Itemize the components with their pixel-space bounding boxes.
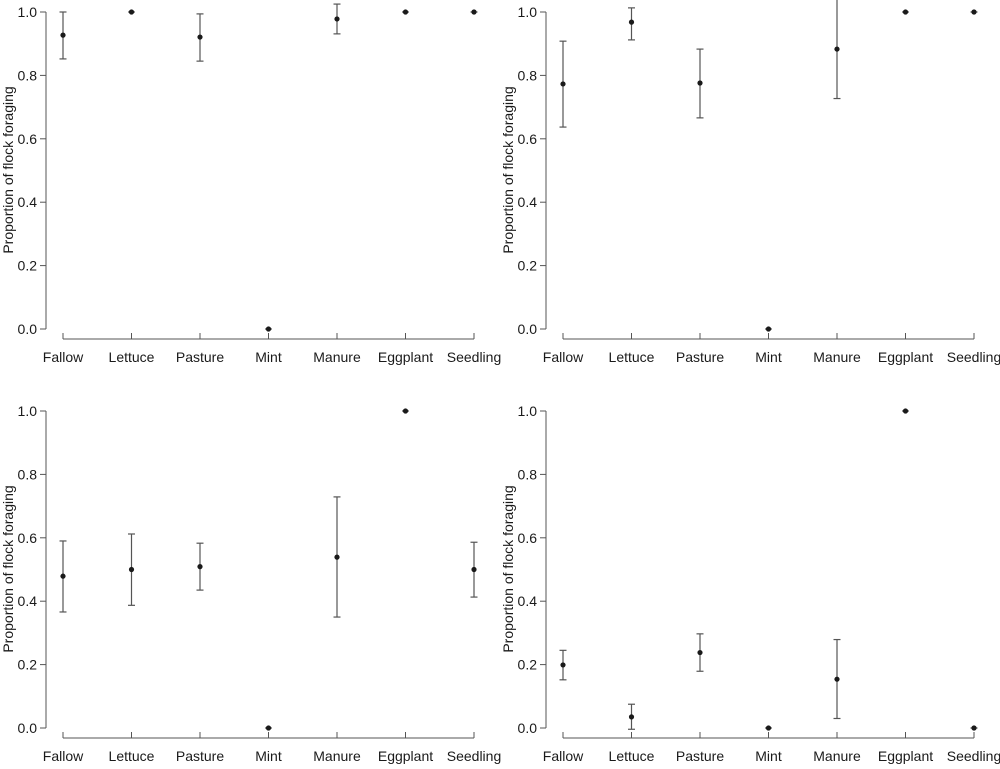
data-point-eggplant [402, 408, 409, 414]
y-tick-label: 0.8 [18, 466, 38, 482]
y-tick-label: 0.6 [18, 530, 38, 546]
x-tick-label: Mint [255, 349, 282, 365]
data-point-pasture [697, 649, 703, 656]
x-tick-label: Pasture [176, 748, 224, 764]
data-point-mint [265, 326, 272, 332]
panel-top-left: 0.0 0.2 0.4 0.6 0.8 1.0 Proportion of flock fo… [0, 3, 502, 365]
y-tick-label: 0.6 [18, 131, 38, 147]
data-point-fallow [560, 81, 566, 87]
y-tick-label: 0.0 [18, 720, 38, 736]
data-point-eggplant [902, 9, 909, 15]
x-tick-label: Seedling [947, 748, 1000, 764]
y-axis-label: Proportion of flock foraging [500, 86, 516, 253]
x-tick-label: Pasture [176, 349, 224, 365]
data-point-manure [834, 676, 840, 682]
y-tick-label: 0.8 [18, 67, 38, 83]
x-tick-label: Fallow [43, 349, 84, 365]
y-tick-label: 0.6 [518, 131, 538, 147]
data-point-fallow [560, 662, 566, 668]
data-point-eggplant [902, 408, 909, 414]
data-point-fallow [60, 573, 66, 579]
data-point-mint [765, 326, 772, 332]
y-tick-label: 0.0 [18, 321, 38, 337]
x-tick-label: Fallow [43, 748, 84, 764]
x-tick-label: Eggplant [878, 349, 933, 365]
x-tick-label: Fallow [543, 748, 584, 764]
y-tick-label: 1.0 [18, 403, 38, 419]
y-tick-label: 0.0 [518, 720, 538, 736]
y-tick-label: 0.4 [518, 593, 538, 609]
y-tick-label: 0.4 [18, 593, 38, 609]
y-tick-label: 0.2 [18, 258, 38, 274]
y-tick-label: 0.2 [518, 657, 538, 673]
panel-bottom-right: 0.0 0.2 0.4 0.6 0.8 1.0 Proportion of flock fo… [500, 403, 1000, 764]
x-tick-label: Manure [313, 349, 361, 365]
data-point-mint [265, 725, 272, 731]
data-point-manure [334, 554, 340, 560]
data-point-pasture [197, 34, 203, 40]
x-tick-label: Lettuce [109, 349, 155, 365]
x-tick-label: Mint [755, 748, 782, 764]
x-tick-label: Manure [813, 349, 861, 365]
data-point-manure [834, 46, 840, 52]
y-tick-label: 0.2 [18, 657, 38, 673]
x-tick-label: Pasture [676, 349, 724, 365]
data-point-seedling [971, 9, 977, 15]
data-point-manure [334, 16, 340, 22]
data-point-lettuce [628, 714, 635, 720]
data-point-lettuce [128, 566, 135, 573]
panel-bottom-left: 0.0 0.2 0.4 0.6 0.8 1.0 Proportion of flock fo… [0, 403, 501, 764]
x-tick-label: Seedling [447, 748, 502, 764]
x-tick-label: Lettuce [109, 748, 155, 764]
x-tick-label: Eggplant [378, 349, 433, 365]
data-point-seedling [971, 725, 977, 731]
x-tick-label: Eggplant [378, 748, 433, 764]
x-tick-label: Seedling [947, 349, 1000, 365]
data-point-seedling [471, 9, 477, 15]
y-axis-label: Proportion of flock foraging [0, 86, 16, 253]
x-tick-label: Lettuce [609, 349, 655, 365]
y-tick-label: 0.2 [518, 258, 538, 274]
data-point-lettuce [628, 19, 635, 25]
y-tick-label: 0.4 [518, 194, 538, 210]
y-tick-label: 0.6 [518, 530, 538, 546]
x-tick-label: Fallow [543, 349, 584, 365]
x-tick-label: Manure [813, 748, 861, 764]
x-tick-label: Manure [313, 748, 361, 764]
data-point-lettuce [128, 9, 135, 15]
x-tick-label: Lettuce [609, 748, 655, 764]
panel-top-right: 0.0 0.2 0.4 0.6 0.8 1.0 Proportion of flock fo… [500, 0, 1000, 365]
data-point-pasture [697, 80, 703, 86]
y-axis-label: Proportion of flock foraging [500, 485, 516, 652]
x-tick-label: Mint [255, 748, 282, 764]
y-tick-label: 0.4 [18, 194, 38, 210]
y-tick-label: 1.0 [518, 403, 538, 419]
data-point-eggplant [402, 9, 409, 15]
y-tick-label: 1.0 [518, 4, 538, 20]
x-tick-label: Mint [755, 349, 782, 365]
y-tick-label: 0.8 [518, 466, 538, 482]
y-tick-label: 0.8 [518, 67, 538, 83]
data-point-seedling [471, 566, 477, 573]
x-tick-label: Pasture [676, 748, 724, 764]
x-tick-label: Seedling [447, 349, 502, 365]
x-tick-label: Eggplant [878, 748, 933, 764]
data-point-mint [765, 725, 772, 731]
y-tick-label: 1.0 [18, 4, 38, 20]
data-point-fallow [60, 32, 66, 38]
y-tick-label: 0.0 [518, 321, 538, 337]
data-point-pasture [197, 564, 203, 570]
y-axis-label: Proportion of flock foraging [0, 485, 16, 652]
